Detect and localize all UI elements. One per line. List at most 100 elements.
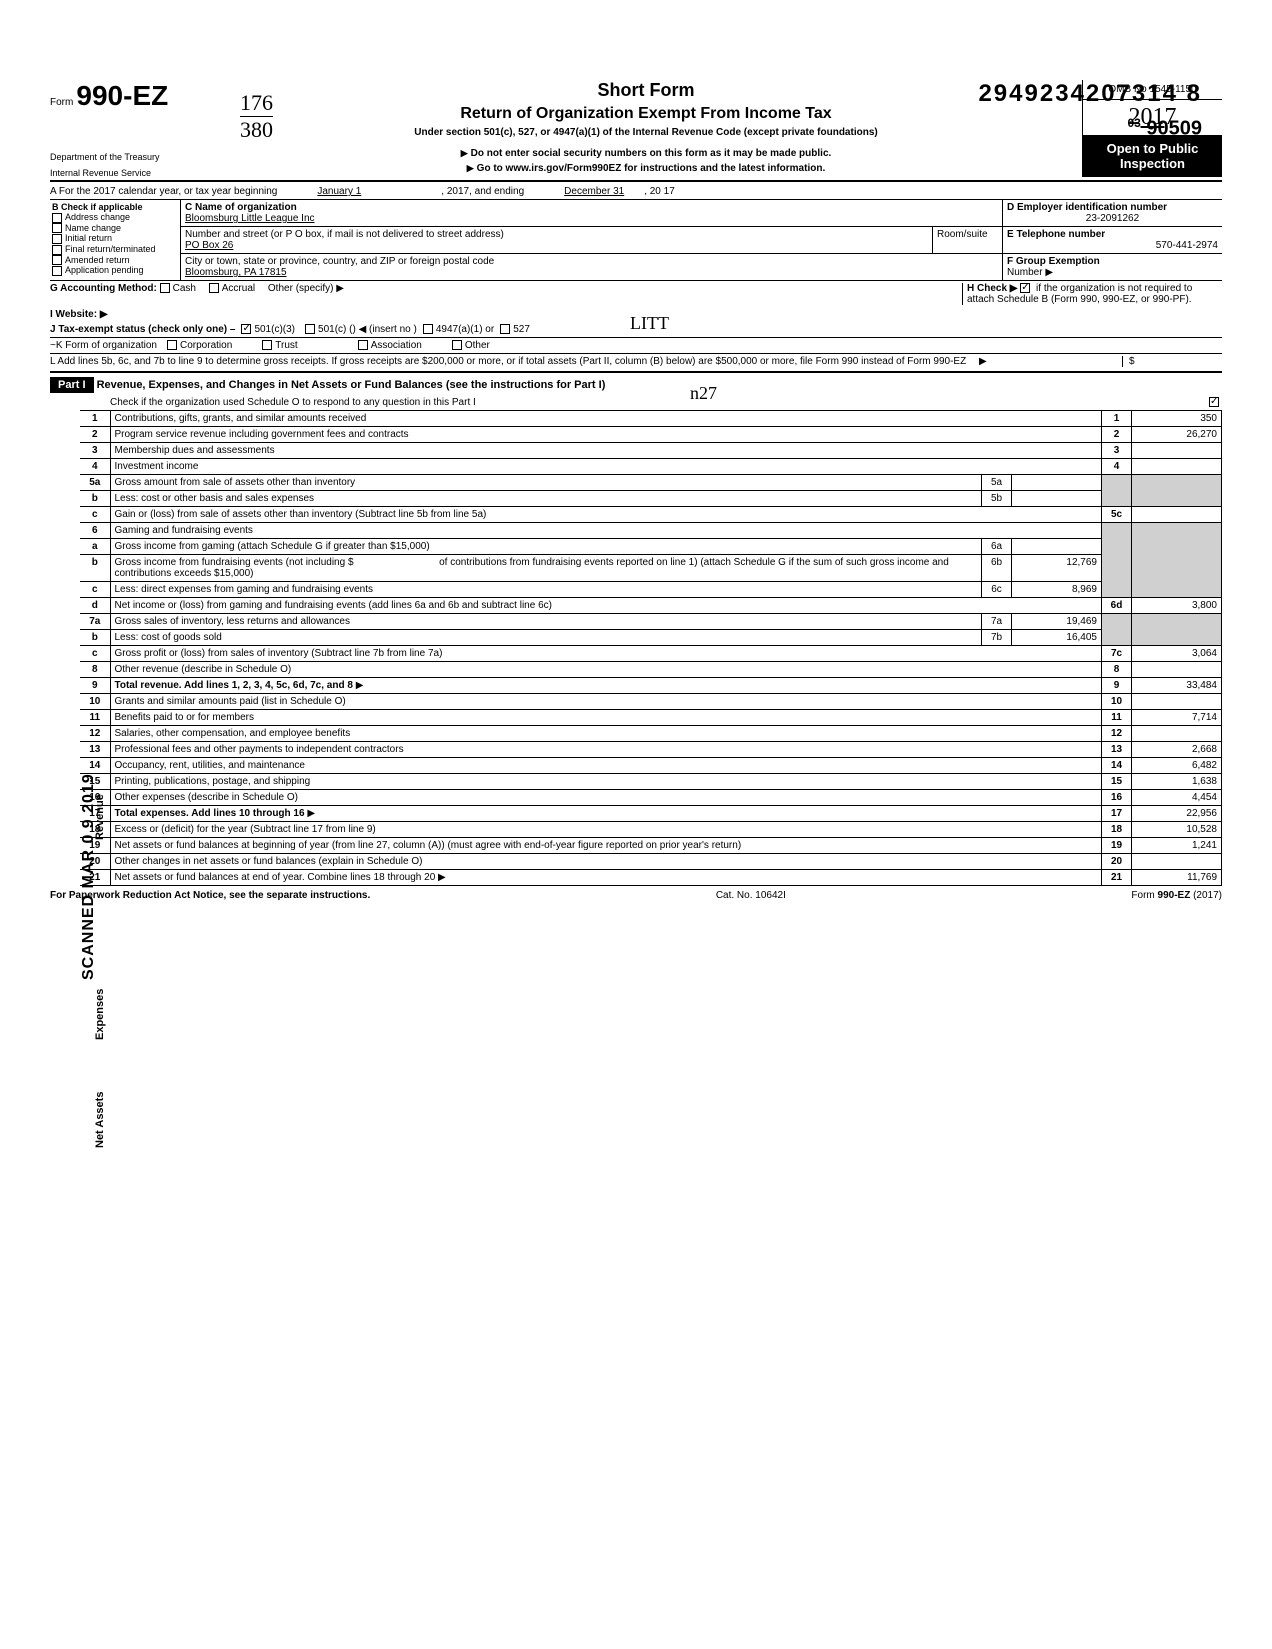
l-text: L Add lines 5b, 6c, and 7b to line 9 to … <box>50 356 966 367</box>
chk-501c[interactable] <box>305 324 315 334</box>
line-3: 3Membership dues and assessments3 <box>80 443 1222 459</box>
section-b-row: B Check if applicable Address change Nam… <box>50 199 1222 280</box>
form-number: 990-EZ <box>76 80 168 111</box>
i-label: I Website: ▶ <box>50 309 108 320</box>
chk-initial[interactable]: Initial return <box>52 233 178 244</box>
f-label2: Number ▶ <box>1007 267 1218 278</box>
note-2: Go to www.irs.gov/Form990EZ for instruct… <box>210 163 1082 174</box>
main-table: 1Contributions, gifts, grants, and simil… <box>80 410 1222 886</box>
line-13: 13Professional fees and other payments t… <box>80 742 1222 758</box>
city-label: City or town, state or province, country… <box>185 256 998 267</box>
note-1: Do not enter social security numbers on … <box>210 148 1082 159</box>
chk-527[interactable] <box>500 324 510 334</box>
handwritten-bottom: 380 <box>240 117 273 143</box>
b-label: B Check if applicable <box>52 202 178 212</box>
section-c-block: C Name of organization Bloomsburg Little… <box>180 200 1002 280</box>
section-a: A For the 2017 calendar year, or tax yea… <box>50 184 1222 199</box>
chk-schedule-o[interactable] <box>1209 397 1219 407</box>
ein-value: 23-2091262 <box>1007 213 1218 224</box>
combo-number: 03 90509 <box>978 116 1202 141</box>
chk-address[interactable]: Address change <box>52 212 178 223</box>
chk-trust[interactable] <box>262 340 272 350</box>
part1-label: Part I <box>50 377 94 393</box>
line-18: 18Excess or (deficit) for the year (Subt… <box>80 822 1222 838</box>
top-right-block: 2949234207314 8 03 90509 <box>978 80 1202 141</box>
form-page: 2949234207314 8 03 90509 176 380 Form 99… <box>50 80 1222 901</box>
handwritten-fraction: 176 380 <box>240 90 273 143</box>
part1-check-row: Check if the organization used Schedule … <box>50 395 1222 410</box>
footer-right: Form 990-EZ (2017) <box>1131 890 1222 901</box>
line-17: 17Total expenses. Add lines 10 through 1… <box>80 806 1222 822</box>
line-21: 21Net assets or fund balances at end of … <box>80 870 1222 886</box>
form-word: Form <box>50 97 73 108</box>
line-7b: bLess: cost of goods sold7b16,405 <box>80 630 1222 646</box>
netassets-side-label: Net Assets <box>94 1092 106 1148</box>
line-4: 4Investment income4 <box>80 459 1222 475</box>
line-5b: bLess: cost or other basis and sales exp… <box>80 491 1222 507</box>
line-7a: 7aGross sales of inventory, less returns… <box>80 614 1222 630</box>
chk-h[interactable] <box>1020 283 1030 293</box>
chk-cash[interactable] <box>160 283 170 293</box>
street-cell: Number and street (or P O box, if mail i… <box>180 227 932 254</box>
short-form-label: Short Form <box>210 80 1082 101</box>
phone-value: 570-441-2974 <box>1007 240 1218 251</box>
line-1: 1Contributions, gifts, grants, and simil… <box>80 411 1222 427</box>
document-locator-number: 2949234207314 8 <box>978 80 1202 108</box>
line-5c: cGain or (loss) from sale of assets othe… <box>80 507 1222 523</box>
line-6d: dNet income or (loss) from gaming and fu… <box>80 598 1222 614</box>
chk-501c3[interactable] <box>241 324 251 334</box>
line-6b: bGross income from fundraising events (n… <box>80 555 1222 582</box>
g-other: Other (specify) ▶ <box>268 283 344 294</box>
k-label: ~K Form of organization <box>50 340 157 351</box>
section-d-e-f: D Employer identification number 23-2091… <box>1002 200 1222 280</box>
combo-large: 90509 <box>1146 118 1202 140</box>
section-a-mid: , 2017, and ending <box>441 186 524 197</box>
c-label: C Name of organization <box>185 202 998 213</box>
line-15: 15Printing, publications, postage, and s… <box>80 774 1222 790</box>
street-value: PO Box 26 <box>185 240 928 251</box>
room-label: Room/suite <box>937 229 998 240</box>
chk-accrual[interactable] <box>209 283 219 293</box>
open-label: Open to Public <box>1087 141 1218 156</box>
chk-corp[interactable] <box>167 340 177 350</box>
section-b-checkboxes: B Check if applicable Address change Nam… <box>50 200 180 280</box>
chk-4947[interactable] <box>423 324 433 334</box>
open-to-public: Open to Public Inspection <box>1083 135 1222 177</box>
city-value: Bloomsburg, PA 17815 <box>185 267 998 278</box>
line-19: 19Net assets or fund balances at beginni… <box>80 838 1222 854</box>
d-label: D Employer identification number <box>1007 202 1218 213</box>
footer-row: For Paperwork Reduction Act Notice, see … <box>50 886 1222 901</box>
part1-check-text: Check if the organization used Schedule … <box>110 397 476 408</box>
header-center: Short Form Return of Organization Exempt… <box>210 80 1082 174</box>
chk-final[interactable]: Final return/terminated <box>52 244 178 255</box>
dept-treasury: Department of the Treasury <box>50 152 210 162</box>
line-14: 14Occupancy, rent, utilities, and mainte… <box>80 758 1222 774</box>
combo-small: 03 <box>1127 116 1140 130</box>
e-label: E Telephone number <box>1007 229 1218 240</box>
form-subtitle: Under section 501(c), 527, or 4947(a)(1)… <box>210 127 1082 138</box>
section-a-label: A For the 2017 calendar year, or tax yea… <box>50 186 277 197</box>
h-cell: H Check ▶ if the organization is not req… <box>962 283 1222 305</box>
chk-pending[interactable]: Application pending <box>52 265 178 276</box>
line-6: 6Gaming and fundraising events <box>80 523 1222 539</box>
line-7c: cGross profit or (loss) from sales of in… <box>80 646 1222 662</box>
year-end-year: , 20 17 <box>644 186 675 197</box>
org-name: Bloomsburg Little League Inc <box>185 213 998 224</box>
chk-other[interactable] <box>452 340 462 350</box>
l-arrow: ▶ <box>979 356 987 367</box>
scanned-stamp: SCANNED MAR 0 9 2019 <box>80 773 98 980</box>
row-k: ~K Form of organization Corporation Trus… <box>50 337 1222 353</box>
chk-name[interactable]: Name change <box>52 223 178 234</box>
footer-mid: Cat. No. 10642I <box>716 890 786 901</box>
f-cell: F Group Exemption Number ▶ <box>1002 254 1222 280</box>
expenses-side-label: Expenses <box>94 989 106 1040</box>
row-l: L Add lines 5b, 6c, and 7b to line 9 to … <box>50 353 1222 369</box>
line-5a: 5aGross amount from sale of assets other… <box>80 475 1222 491</box>
form-label-block: Form 990-EZ Department of the Treasury I… <box>50 80 210 178</box>
e-cell: E Telephone number 570-441-2974 <box>1002 227 1222 254</box>
chk-assoc[interactable] <box>358 340 368 350</box>
line-2: 2Program service revenue including gover… <box>80 427 1222 443</box>
line-10: 10Grants and similar amounts paid (list … <box>80 694 1222 710</box>
chk-amended[interactable]: Amended return <box>52 255 178 266</box>
inspection-label: Inspection <box>1087 156 1218 171</box>
